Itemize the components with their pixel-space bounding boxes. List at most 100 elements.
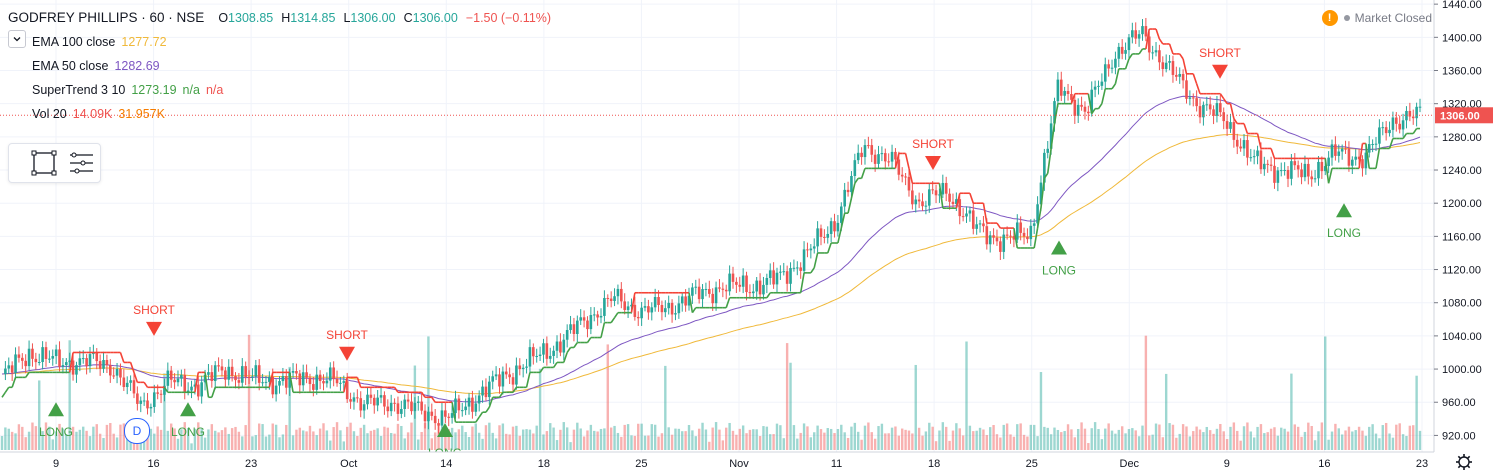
volume-bar (332, 427, 335, 450)
supertrend-line (68, 352, 74, 373)
candle-body (61, 365, 65, 367)
volume-bar (1222, 431, 1225, 450)
volume-bar (718, 429, 721, 450)
candle-body (1340, 148, 1344, 152)
candle-body (927, 189, 931, 206)
warning-icon[interactable]: ! (1321, 10, 1338, 26)
volume-bar (1124, 433, 1127, 450)
market-status[interactable]: ! Market Closed (1321, 10, 1432, 26)
short-signal-label: SHORT (912, 137, 954, 151)
volume-bar (650, 424, 653, 450)
candle-body (1344, 148, 1347, 150)
dividend-badge[interactable]: D (124, 418, 150, 444)
candle-body (819, 228, 823, 237)
volume-bar (799, 432, 802, 450)
supertrend-line (1097, 103, 1103, 110)
candle-body (389, 402, 393, 412)
candle-body (315, 374, 319, 390)
candle-body (938, 194, 941, 196)
volume-bar (589, 424, 593, 450)
supertrend-line (288, 372, 294, 393)
candle-body (464, 406, 467, 411)
volume-bar (1208, 430, 1212, 450)
study-ema50[interactable]: EMA 50 close 1282.69 (32, 59, 160, 73)
candle-body (748, 292, 752, 294)
study-supertrend[interactable]: SuperTrend 3 10 1273.19 n/a n/a (32, 83, 224, 97)
candle-body (718, 287, 721, 289)
candle-body (227, 366, 231, 380)
supertrend-line (1050, 123, 1056, 149)
candle-body (203, 374, 207, 383)
drawing-toolbox[interactable] (8, 143, 101, 183)
supertrend-line (1365, 143, 1371, 169)
volume-bar (731, 430, 735, 450)
volume-bar (518, 435, 521, 450)
candle-body (521, 367, 525, 370)
volume-bar (1405, 435, 1408, 450)
volume-bar (1303, 431, 1307, 450)
volume-bar (454, 432, 457, 450)
candle-body (640, 307, 643, 319)
volume-bar (995, 434, 999, 450)
candle-body (34, 358, 38, 363)
volume-bar (1032, 424, 1036, 450)
supertrend-line (688, 292, 694, 313)
study-volume[interactable]: Vol 20 14.09K 31.957K (32, 107, 165, 121)
price-tick-label: 1280.00 (1442, 132, 1482, 144)
candle-body (569, 324, 572, 331)
rectangle-tool-icon[interactable] (31, 150, 57, 176)
volume-bar (95, 424, 98, 450)
volume-bar (1093, 422, 1097, 450)
candle-body (105, 360, 109, 366)
candle-body (17, 354, 21, 358)
candle-body (667, 302, 670, 309)
candle-body (1181, 74, 1185, 81)
candle-body (1290, 161, 1293, 179)
candle-body (1120, 46, 1124, 54)
candle-body (616, 288, 620, 297)
study-ema100[interactable]: EMA 100 close 1277.72 (32, 35, 167, 49)
candle-body (582, 317, 586, 321)
candle-body (704, 289, 708, 291)
candle-body (789, 268, 792, 284)
candle-body (897, 159, 901, 175)
symbol-title[interactable]: GODFREY PHILLIPS · 60 · NSE (8, 10, 205, 25)
volume-bar (1043, 426, 1046, 450)
volume-bar (593, 430, 596, 450)
candle-body (95, 352, 99, 362)
volume-bar (785, 343, 789, 450)
volume-bar (860, 439, 863, 450)
candle-body (873, 154, 877, 164)
volume-bar (1066, 424, 1070, 450)
list-settings-icon[interactable] (70, 152, 93, 174)
volume-bar (1317, 431, 1320, 450)
legend-collapse-button[interactable] (8, 30, 26, 48)
volume-bar (1398, 423, 1401, 450)
volume-bar (82, 426, 85, 450)
candle-body (552, 350, 555, 356)
candle-body (1154, 50, 1158, 53)
volume-bar (528, 429, 532, 450)
settings-gear-icon[interactable] (1456, 454, 1472, 470)
candle-body (335, 378, 339, 384)
candle-body (968, 210, 972, 214)
volume-bar (396, 423, 400, 450)
volume-bar (163, 373, 166, 450)
volume-bar (102, 438, 105, 450)
volume-bar (772, 434, 775, 450)
candle-body (288, 372, 291, 388)
supertrend-line (431, 396, 436, 403)
volume-bar (1388, 433, 1391, 450)
candle-body (1303, 163, 1307, 178)
price-tick-label: 1080.00 (1442, 298, 1482, 310)
candle-body (586, 320, 589, 330)
supertrend-line (129, 362, 135, 373)
candle-body (1191, 97, 1195, 99)
supertrend-line (1043, 172, 1049, 179)
candle-body (1371, 144, 1374, 146)
candle-body (51, 356, 55, 359)
candle-body (142, 400, 146, 402)
volume-bar (1381, 425, 1384, 450)
supertrend-line (1114, 68, 1120, 84)
